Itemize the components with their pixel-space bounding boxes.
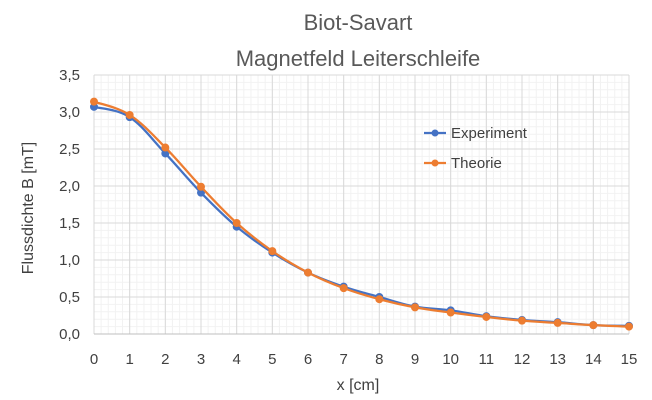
legend-marker-theorie — [431, 159, 439, 167]
x-tick-label: 12 — [514, 351, 531, 368]
data-point-theorie — [268, 247, 277, 256]
x-tick-label: 3 — [197, 351, 205, 368]
y-tick-label: 1,0 — [59, 252, 80, 269]
chart-subtitle: Magnetfeld Leiterschleife — [236, 46, 481, 71]
y-tick-label: 0,5 — [59, 289, 80, 306]
legend-item-theorie: Theorie — [424, 155, 502, 172]
data-point-theorie — [125, 110, 134, 119]
legend-item-experiment: Experiment — [424, 125, 528, 142]
legend-label-experiment: Experiment — [451, 125, 528, 142]
legend-marker-experiment — [431, 129, 439, 137]
data-point-theorie — [339, 284, 348, 293]
tick-labels: 0 1 2 3 4 5 6 7 8 9 10 11 12 13 14 150,00,51,01,52,02,5… — [59, 67, 637, 368]
y-tick-label: 0,0 — [59, 326, 80, 343]
data-point-theorie — [411, 303, 419, 312]
data-point-theorie — [553, 318, 562, 327]
x-tick-label: 6 — [304, 351, 312, 368]
legend-label-theorie: Theorie — [451, 155, 502, 172]
x-tick-label: 7 — [339, 351, 347, 368]
data-point-theorie — [625, 322, 633, 331]
x-tick-label: 1 — [125, 351, 133, 368]
y-tick-label: 2,5 — [59, 141, 80, 158]
x-axis-label: x [cm] — [337, 377, 380, 394]
data-point-theorie — [304, 268, 312, 277]
data-point-theorie — [482, 312, 491, 321]
x-tick-label: 10 — [442, 351, 459, 368]
data-point-theorie — [375, 295, 384, 304]
y-tick-label: 3,0 — [59, 104, 80, 121]
x-tick-label: 5 — [268, 351, 276, 368]
y-axis-label: Flussdichte B [mT] — [20, 142, 37, 274]
x-tick-label: 0 — [90, 351, 98, 368]
y-tick-label: 3,5 — [59, 67, 80, 84]
x-tick-label: 8 — [375, 351, 383, 368]
data-point-theorie — [90, 97, 98, 106]
data-point-theorie — [518, 316, 526, 325]
x-tick-label: 4 — [232, 351, 240, 368]
chart-title: Biot-Savart — [304, 10, 413, 35]
legend: Experiment Theorie — [424, 125, 528, 172]
data-point-theorie — [232, 219, 241, 227]
data-point-theorie — [161, 143, 170, 152]
x-tick-label: 11 — [479, 351, 495, 368]
x-tick-label: 14 — [585, 351, 602, 368]
data-point-theorie — [197, 182, 205, 191]
series-lines — [90, 97, 633, 331]
grid-lines — [93, 74, 630, 335]
x-tick-label: 13 — [549, 351, 566, 368]
series-experiment — [90, 102, 633, 330]
series-theorie — [90, 97, 633, 331]
data-point-theorie — [589, 321, 598, 330]
x-tick-label: 2 — [161, 351, 169, 368]
x-tick-label: 15 — [621, 351, 638, 368]
data-point-theorie — [446, 308, 455, 317]
y-tick-label: 2,0 — [59, 178, 80, 195]
x-tick-label: 9 — [411, 351, 419, 368]
series-line-theorie — [93, 100, 630, 328]
y-tick-label: 1,5 — [59, 215, 80, 232]
